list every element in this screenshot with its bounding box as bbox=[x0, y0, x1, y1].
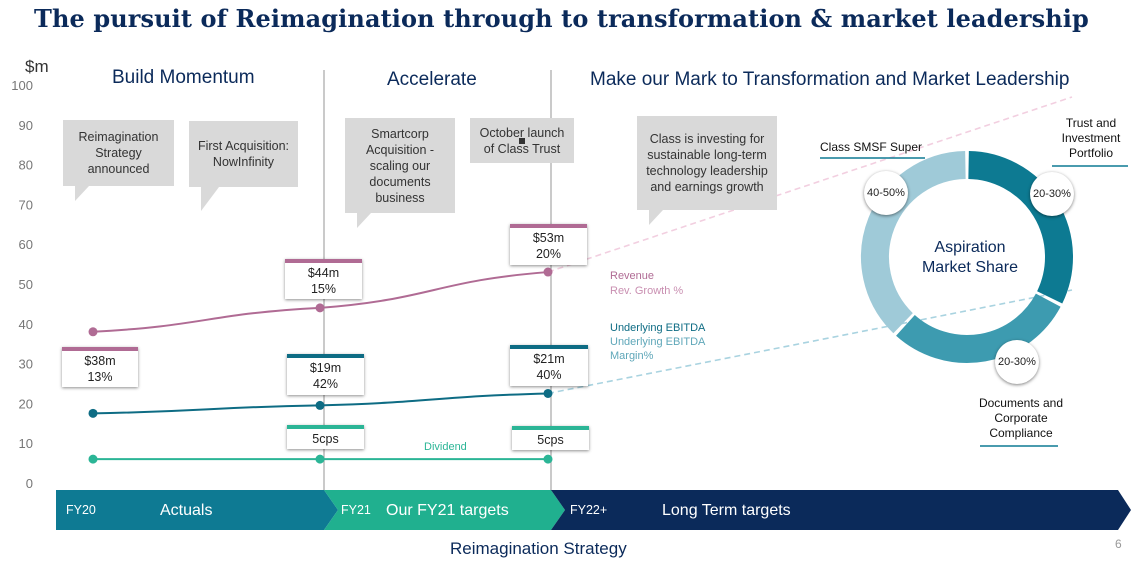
label-fy21-ebitda: $19m 42% bbox=[287, 354, 364, 395]
timeline-strategy: Reimagination Strategy bbox=[450, 539, 627, 558]
value-fy21t-ebitda-margin: 40% bbox=[536, 368, 562, 382]
timeline-fy22: FY22+ bbox=[570, 503, 608, 517]
value-fy21t-revenue: $53m bbox=[532, 231, 565, 245]
phase-build: Build Momentum bbox=[112, 67, 255, 88]
donut-docs-line-2: Corporate bbox=[994, 411, 1048, 425]
legend-ebitda-margin-1: Underlying EBITDA bbox=[610, 336, 706, 348]
label-fy21t-revenue: $53m 20% bbox=[510, 224, 587, 265]
underlying-ebitda-point-2 bbox=[543, 388, 553, 398]
y-tick-label: 50 bbox=[19, 277, 33, 292]
donut-docs-label: Documents and Corporate Compliance bbox=[970, 396, 1072, 441]
timeline-fy21: FY21 bbox=[341, 503, 371, 517]
phase-accelerate: Accelerate bbox=[387, 69, 477, 90]
y-tick-label: 10 bbox=[19, 436, 33, 451]
donut-center-label: Aspiration Market Share bbox=[900, 238, 1040, 278]
revenue-point-0 bbox=[88, 327, 98, 337]
label-fy21-revenue: $44m 15% bbox=[285, 259, 362, 299]
value-fy20-revenue: $38m bbox=[84, 354, 116, 368]
donut-trust-label: Trust and Investment Portfolio bbox=[1050, 116, 1132, 161]
legend-revenue: Revenue bbox=[610, 270, 655, 282]
timeline-actuals: Actuals bbox=[160, 502, 213, 519]
callout-smartcorp: Smartcorp Acquisition - scaling our docu… bbox=[345, 118, 455, 228]
legend-ebitda-margin-2: Margin% bbox=[610, 350, 654, 362]
callout-first-acquisition: First Acquisition: NowInfinity bbox=[189, 121, 298, 211]
label-dividend-fy21t: 5cps bbox=[512, 426, 589, 450]
donut-center-line-2: Market Share bbox=[921, 259, 1019, 276]
page-number: 6 bbox=[1115, 537, 1122, 551]
label-fy21t-ebitda: $21m 40% bbox=[510, 345, 588, 386]
y-tick-label: 90 bbox=[19, 118, 33, 133]
y-tick-label: 20 bbox=[19, 396, 33, 411]
y-tick-label: 30 bbox=[19, 357, 33, 372]
donut-trust-line-3: Portfolio bbox=[1068, 146, 1114, 160]
donut-docs-line-1: Documents and bbox=[978, 396, 1064, 410]
donut-trust-line-1: Trust and bbox=[1065, 116, 1117, 130]
y-tick-label: 80 bbox=[19, 158, 33, 173]
value-fy20-revenue-growth: 13% bbox=[87, 370, 113, 384]
value-fy21-ebitda: $19m bbox=[309, 361, 342, 375]
callout-reimagination: Reimagination Strategy announced bbox=[63, 120, 174, 201]
page-title: The pursuit of Reimagination through to … bbox=[34, 4, 1089, 33]
timeline-long-term: Long Term targets bbox=[662, 502, 791, 519]
y-tick-label: 100 bbox=[11, 78, 33, 93]
donut-smsf-pct: 40-50% bbox=[864, 171, 908, 215]
value-fy21t-ebitda: $21m bbox=[533, 352, 565, 366]
underlying-ebitda-point-1 bbox=[315, 400, 325, 410]
donut-trust-line-2: Investment bbox=[1061, 131, 1121, 145]
donut-trust-pct: 20-30% bbox=[1030, 172, 1074, 216]
timeline-fy21-targets: Our FY21 targets bbox=[386, 502, 509, 519]
dividend-point-1 bbox=[315, 454, 325, 464]
value-fy21-revenue-growth: 15% bbox=[310, 282, 337, 296]
timeline-fy20: FY20 bbox=[66, 503, 96, 517]
label-fy20-revenue: $38m 13% bbox=[62, 347, 138, 387]
dividend-point-2 bbox=[543, 454, 553, 464]
donut-center-line-1: Aspiration bbox=[934, 239, 1006, 256]
ebitda-projection-line bbox=[547, 289, 1073, 395]
value-fy21t-revenue-growth: 20% bbox=[535, 247, 562, 261]
callout-october-launch: October launch of Class Trust bbox=[470, 118, 574, 163]
legend-rev-growth: Rev. Growth % bbox=[610, 285, 684, 297]
callout-investing: Class is investing for sustainable long-… bbox=[637, 116, 777, 225]
donut-smsf-label: Class SMSF Super bbox=[820, 140, 923, 154]
phase-mark: Make our Mark to Transformation and Mark… bbox=[590, 69, 1070, 90]
legend-ebitda: Underlying EBITDA bbox=[610, 322, 706, 334]
value-fy21-ebitda-margin: 42% bbox=[312, 377, 339, 391]
revenue-point-1 bbox=[315, 303, 325, 313]
y-axis-label: $m bbox=[25, 57, 49, 76]
value-fy21-revenue: $44m bbox=[307, 266, 340, 280]
donut-docs-pct: 20-30% bbox=[995, 340, 1039, 384]
donut-docs-segment bbox=[896, 293, 1061, 363]
timeline-actuals-segment bbox=[56, 490, 338, 530]
revenue-point-2 bbox=[543, 267, 553, 277]
donut-docs-line-3: Compliance bbox=[989, 426, 1053, 440]
revenue-projection-line bbox=[547, 96, 1073, 273]
dividend-point-0 bbox=[88, 454, 98, 464]
label-dividend-fy21: 5cps bbox=[287, 425, 364, 449]
y-tick-label: 40 bbox=[19, 317, 33, 332]
timeline-fy21-segment bbox=[324, 490, 565, 530]
y-tick-label: 0 bbox=[26, 476, 33, 491]
underlying-ebitda-point-0 bbox=[88, 408, 98, 418]
timeline-long-term-segment bbox=[551, 490, 1131, 530]
dividend-series-label: Dividend bbox=[424, 441, 467, 453]
y-tick-label: 60 bbox=[19, 237, 33, 252]
donut-smsf-segment bbox=[861, 151, 967, 334]
y-tick-label: 70 bbox=[19, 197, 33, 212]
